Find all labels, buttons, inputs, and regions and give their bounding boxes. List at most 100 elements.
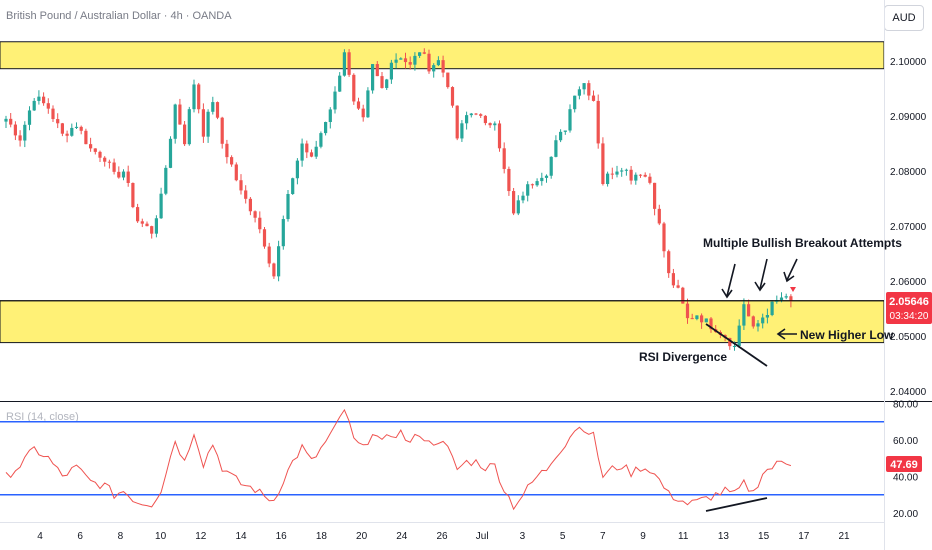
breakout-arrow-2 xyxy=(759,258,768,290)
candle-body xyxy=(742,304,746,326)
candle-body xyxy=(159,193,163,219)
candle-body xyxy=(262,229,267,247)
candle-body xyxy=(126,171,130,183)
candle-body xyxy=(13,124,17,136)
candle-body xyxy=(497,123,502,149)
candle-body xyxy=(450,87,455,106)
time-tick-label: Jul xyxy=(476,531,489,542)
candle-body xyxy=(107,161,111,163)
candle-body xyxy=(178,104,182,125)
rsi-tick-label: 80.00 xyxy=(893,400,918,411)
candle-body xyxy=(206,111,210,137)
candle-body xyxy=(577,89,581,96)
candle-body xyxy=(765,315,769,318)
candle-body xyxy=(328,109,332,123)
candle-body xyxy=(281,219,285,247)
rsi-indicator-label[interactable]: RSI (14, close) xyxy=(6,411,79,423)
price-tick-label: 2.06000 xyxy=(890,277,927,288)
candle-body xyxy=(277,246,281,277)
candle-body xyxy=(770,301,774,316)
candle-body xyxy=(324,122,328,134)
time-tick-label: 14 xyxy=(235,531,247,542)
candle-body xyxy=(192,84,196,110)
time-tick-label: 15 xyxy=(758,531,770,542)
candle-body xyxy=(65,133,69,136)
candle-body xyxy=(93,148,97,152)
time-tick-label: 7 xyxy=(600,531,606,542)
price-tick-label: 2.10000 xyxy=(890,57,927,68)
candle-body xyxy=(23,124,27,141)
candle-body xyxy=(629,169,633,181)
candle-body xyxy=(291,178,295,194)
currency-selector[interactable]: AUD xyxy=(884,5,924,31)
candle-body xyxy=(248,198,252,212)
price-tick-label: 2.08000 xyxy=(890,167,927,178)
candle-body xyxy=(225,143,229,158)
candle-body xyxy=(220,117,224,144)
candle-body xyxy=(37,96,41,101)
candle-body xyxy=(314,146,318,157)
candle-body xyxy=(653,182,657,209)
candle-body xyxy=(187,109,191,145)
candle-body xyxy=(601,143,605,185)
price-tick-label: 2.05000 xyxy=(890,332,927,343)
time-tick-label: 9 xyxy=(640,531,646,542)
price-badge: 2.05646 03:34:20 xyxy=(886,292,932,324)
candle-body xyxy=(131,182,135,208)
candle-body xyxy=(681,287,685,304)
candle-body xyxy=(460,123,464,139)
time-tick-label: 10 xyxy=(155,531,167,542)
time-tick-label: 5 xyxy=(560,531,566,542)
candle-body xyxy=(154,218,158,234)
time-tick-label: 11 xyxy=(678,531,689,542)
candle-body xyxy=(253,211,257,218)
rsi-tick-label: 20.00 xyxy=(893,509,918,520)
time-tick-label: 20 xyxy=(356,531,368,542)
price-tick-label: 2.09000 xyxy=(890,112,927,123)
breakout-arrows xyxy=(721,258,798,340)
candle-body xyxy=(46,103,50,109)
candle-body xyxy=(352,74,356,102)
rsi-badge-background xyxy=(886,456,922,472)
candle-body xyxy=(70,127,74,136)
candle-body xyxy=(535,181,539,186)
candle-body xyxy=(648,176,652,183)
candle-body xyxy=(342,52,346,76)
candle-body xyxy=(422,52,426,54)
candle-body xyxy=(747,304,751,317)
candle-body xyxy=(168,138,173,168)
candle-body xyxy=(512,191,516,214)
candle-body xyxy=(89,144,93,149)
candle-body xyxy=(258,217,262,230)
candle-body xyxy=(732,346,737,348)
candle-body xyxy=(704,318,708,323)
candle-body xyxy=(784,296,788,298)
candle-body xyxy=(516,200,520,214)
candle-body xyxy=(389,62,393,80)
price-badge-background xyxy=(886,292,932,324)
candle-body xyxy=(9,118,13,125)
candle-body xyxy=(408,62,412,65)
time-tick-label: 13 xyxy=(718,531,730,542)
time-tick-label: 12 xyxy=(195,531,207,542)
candle-body xyxy=(164,167,168,194)
candle-body xyxy=(667,251,671,274)
candle-body xyxy=(305,143,309,153)
rsi-tick-label: 60.00 xyxy=(893,436,918,447)
candle-body xyxy=(145,223,149,227)
time-tick-label: 8 xyxy=(118,531,124,542)
candle-body xyxy=(347,52,351,75)
candle-body xyxy=(676,285,680,288)
time-tick-label: 17 xyxy=(798,531,810,542)
candle-body xyxy=(356,101,361,109)
candle-body xyxy=(436,60,440,66)
candle-body xyxy=(634,174,638,181)
candle-body xyxy=(56,119,60,124)
candle-body xyxy=(32,100,36,111)
candle-body xyxy=(51,108,55,120)
candle-body xyxy=(540,177,544,182)
zone-support xyxy=(0,300,885,344)
candle-body xyxy=(361,108,365,118)
candle-body xyxy=(112,162,116,172)
